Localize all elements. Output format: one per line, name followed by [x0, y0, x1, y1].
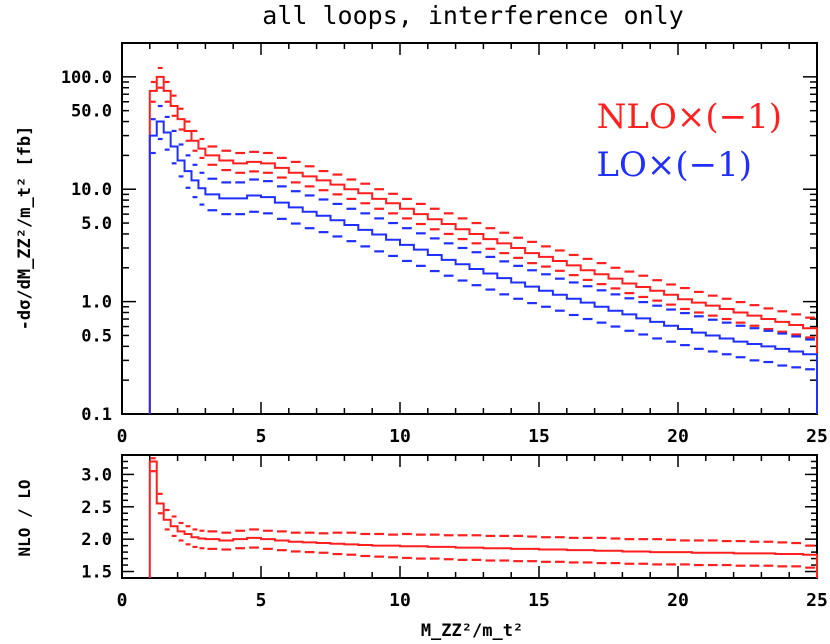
- y-tick-label: 50.0: [71, 102, 112, 122]
- lo-series-line: [148, 120, 818, 414]
- x-tick-label: 10: [389, 590, 411, 611]
- ratio-plot-frame: [121, 454, 818, 579]
- y-tick-label: 1.5: [81, 563, 112, 583]
- y-tick-label: 3.0: [81, 465, 112, 485]
- x-tick-label: 20: [667, 590, 689, 611]
- y-tick-label: 1.0: [81, 293, 112, 313]
- ratio-axis-ticks: 0 5 10 15 20 25 1.5 2.0 2.5 3.0: [81, 455, 828, 611]
- main-series-layer: [148, 66, 818, 414]
- x-tick-label: 15: [528, 426, 550, 447]
- legend-entry-lo: LO×(−1): [596, 145, 752, 185]
- nlo-series-line: [148, 75, 818, 414]
- x-tick-label: 5: [256, 426, 267, 447]
- x-tick-label: 20: [667, 426, 689, 447]
- x-tick-label: 0: [117, 590, 128, 611]
- x-tick-label: 15: [528, 590, 550, 611]
- main-plot-frame: [121, 42, 818, 415]
- y-tick-label: 0.1: [81, 405, 112, 425]
- main-y-axis-label: -dσ/dM_ZZ²/m_t² [fb]: [15, 126, 35, 331]
- y-tick-label: 10.0: [71, 180, 112, 200]
- x-tick-label: 25: [806, 590, 828, 611]
- y-tick-label: 0.5: [81, 326, 112, 346]
- ratio-series-line: [148, 460, 818, 578]
- chart-title: all loops, interference only: [262, 1, 683, 30]
- y-tick-label: 5.0: [81, 214, 112, 234]
- x-tick-label: 0: [117, 426, 128, 447]
- y-tick-label: 100.0: [61, 68, 112, 88]
- main-axis-ticks: 0 5 10 15 20 25 0.1 0.5 1.0 5.0 10.0 50.0 100.0: [61, 42, 828, 447]
- ratio-series-layer: [148, 457, 818, 578]
- legend-entry-nlo: NLO×(−1): [597, 97, 782, 137]
- y-tick-label: 2.0: [81, 530, 112, 550]
- x-tick-label: 25: [806, 426, 828, 447]
- x-tick-label: 5: [256, 590, 267, 611]
- x-axis-label: M_ZZ²/m_t²: [421, 621, 523, 641]
- y-tick-label: 2.5: [81, 498, 112, 518]
- x-tick-label: 10: [389, 426, 411, 447]
- ratio-y-axis-label: NLO / LO: [15, 479, 34, 556]
